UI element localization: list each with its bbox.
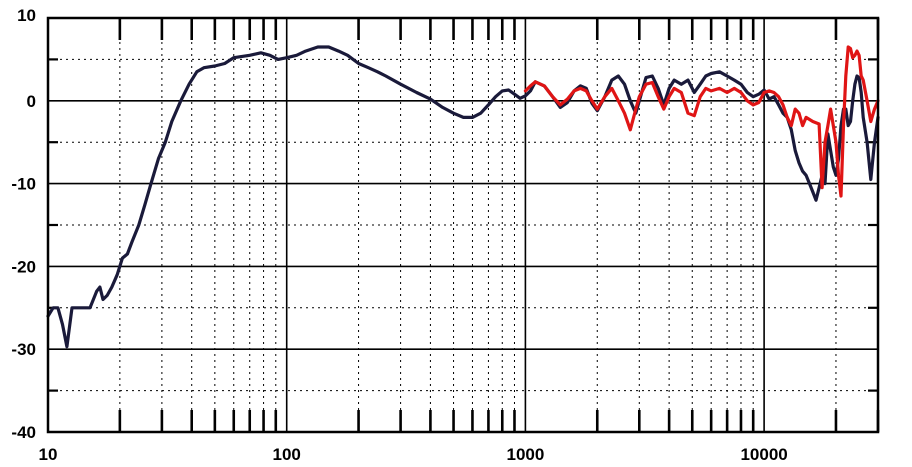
x-tick-label: 10 [39,445,58,464]
chart-grid [47,17,879,433]
x-axis-labels: 10 100 1000 10000 [39,445,788,464]
y-tick-label: -20 [11,257,36,276]
x-tick-label: 10000 [740,445,787,464]
x-tick-label: 100 [273,445,301,464]
chart-series [46,45,880,349]
y-tick-label: 0 [27,92,36,111]
series-line-red [523,45,880,198]
y-tick-label: -40 [11,423,36,442]
y-axis-labels: 10 0 -10 -20 -30 -40 [11,6,36,442]
y-tick-label: -30 [11,340,36,359]
y-tick-label: 10 [17,6,36,25]
x-tick-label: 1000 [506,445,544,464]
plot-frame [46,16,880,434]
y-tick-label: -10 [11,175,36,194]
